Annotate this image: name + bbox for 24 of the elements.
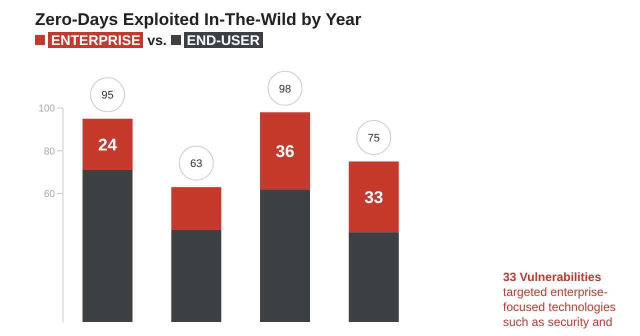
bar [82,170,133,322]
legend-label: ENTERPRISE [48,32,144,48]
total-label: 63 [190,158,202,170]
chart-title: Zero-Days Exploited In-The-Wild by Year [35,10,362,30]
bar [171,230,222,322]
bar [82,118,133,170]
bar [348,162,399,232]
text: 33 Vulnerabilities [503,270,602,285]
bar [260,112,310,190]
total-label: 95 [101,90,114,102]
total-label: 75 [368,132,380,144]
bar [348,232,399,322]
legend-label: END-USER [184,32,263,48]
bar [260,189,310,322]
data-label: 24 [98,135,118,154]
data-label: 36 [276,142,294,161]
data-label: 33 [364,188,384,207]
chart-subtitle: vs. [147,32,167,48]
total-label: 98 [278,83,292,96]
bar [171,187,222,230]
text: targeted enterprise-focused technologies such as security and [503,285,617,330]
y-tick-label: 80 [44,146,56,158]
y-tick-label: 60 [44,189,56,200]
y-tick-label: 100 [38,104,56,115]
